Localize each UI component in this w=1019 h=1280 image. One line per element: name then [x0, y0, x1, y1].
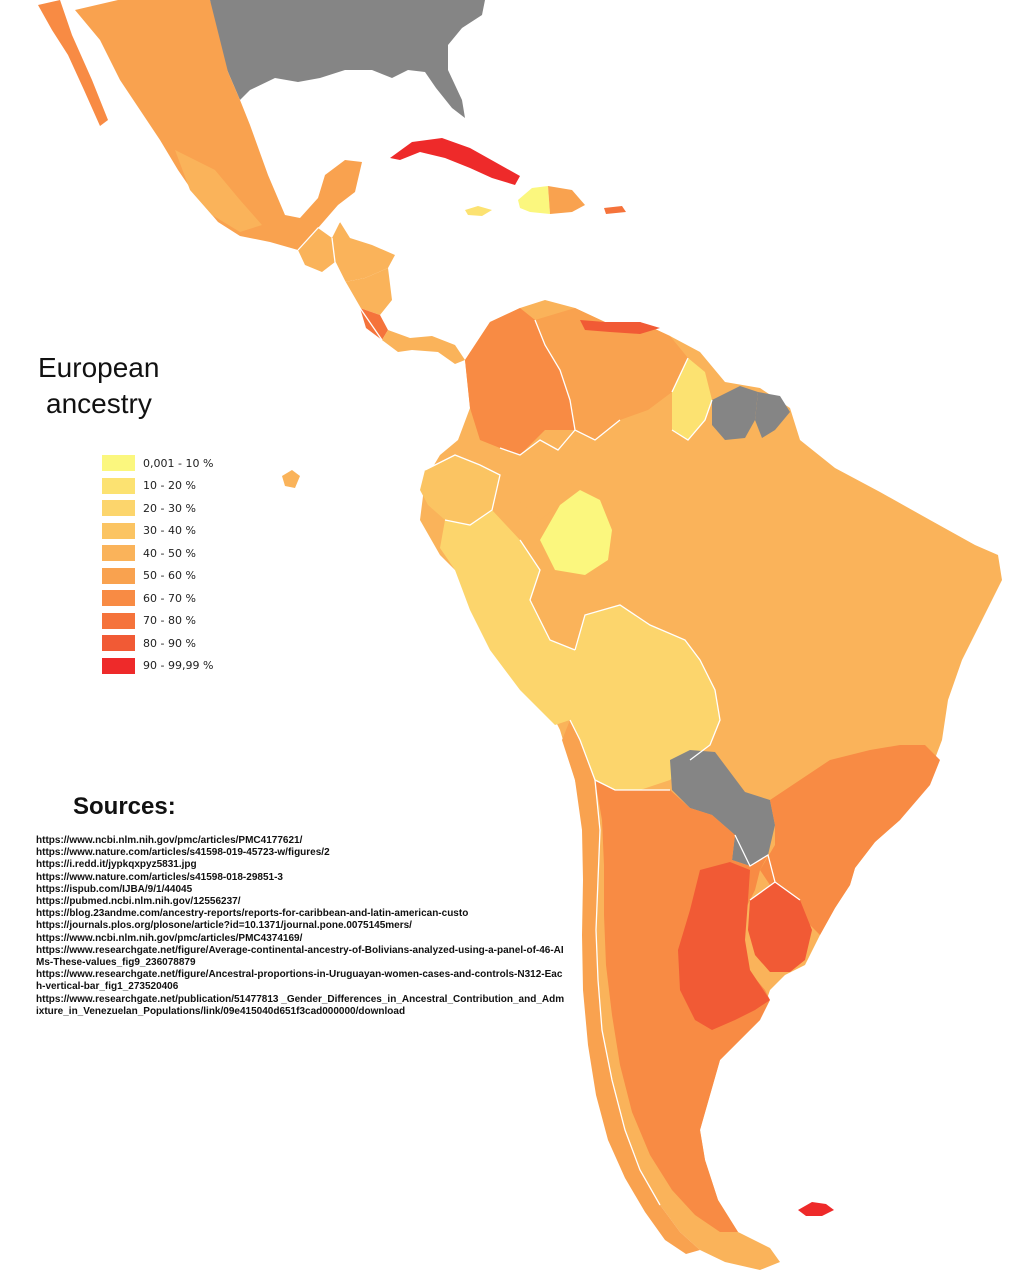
- source-link: https://www.nature.com/articles/s41598-0…: [36, 847, 330, 859]
- legend-label: 0,001 - 10 %: [143, 456, 214, 470]
- legend-swatch: [102, 657, 135, 674]
- sources-heading: Sources:: [73, 793, 176, 820]
- legend-item: 90 - 99,99 %: [102, 655, 213, 678]
- map-title-line-1: European: [38, 352, 160, 383]
- legend-label: 40 - 50 %: [143, 546, 196, 560]
- source-link: https://ispub.com/IJBA/9/1/44045: [36, 883, 193, 895]
- legend-label: 10 - 20 %: [143, 479, 196, 493]
- legend-item: 50 - 60 %: [102, 565, 213, 588]
- region-chile: [562, 720, 700, 1254]
- legend-label: 60 - 70 %: [143, 591, 196, 605]
- map-title-line-2: ancestry: [46, 388, 152, 419]
- source-link: https://blog.23andme.com/ancestry-report…: [36, 908, 469, 920]
- region-nicaragua: [345, 268, 392, 315]
- legend-label: 90 - 99,99 %: [143, 659, 214, 673]
- legend-item: 80 - 90 %: [102, 632, 213, 655]
- region-panama: [382, 330, 465, 364]
- region-buenos-aires-pampa: [678, 862, 770, 1030]
- region-guatemala: [298, 228, 335, 272]
- region-belize-honduras: [332, 222, 395, 282]
- region-baja-california: [38, 0, 108, 126]
- legend-swatch: [102, 500, 135, 517]
- source-link: https://www.researchgate.net/figure/Ance…: [36, 969, 563, 993]
- legend-swatch: [102, 477, 135, 494]
- legend-swatch: [102, 545, 135, 562]
- source-link: https://www.nature.com/articles/s41598-0…: [36, 871, 283, 883]
- region-venezuela-coast: [580, 320, 660, 334]
- region-mexico-central: [175, 150, 262, 232]
- legend-swatch: [102, 567, 135, 584]
- region-ecuador: [420, 455, 500, 525]
- legend-swatch: [102, 612, 135, 629]
- region-falklands: [798, 1202, 834, 1216]
- source-link: https://www.researchgate.net/publication…: [36, 993, 565, 1017]
- region-suriname: [712, 386, 758, 440]
- region-costa-rica: [360, 308, 388, 340]
- legend: 0,001 - 10 % 10 - 20 % 20 - 30 % 30 - 40 % 4…: [102, 452, 213, 677]
- legend-swatch: [102, 635, 135, 652]
- legend-item: 20 - 30 %: [102, 497, 213, 520]
- source-link: https://www.researchgate.net/figure/Aver…: [36, 944, 564, 969]
- legend-item: 40 - 50 %: [102, 542, 213, 565]
- region-amazon-low: [540, 490, 612, 575]
- legend-swatch: [102, 590, 135, 607]
- legend-label: 70 - 80 %: [143, 614, 196, 628]
- legend-label: 50 - 60 %: [143, 569, 196, 583]
- region-paraguay: [670, 750, 775, 866]
- region-guyana: [672, 358, 712, 440]
- region-galapagos: [282, 470, 300, 488]
- source-link: https://www.ncbi.nlm.nih.gov/pmc/article…: [36, 835, 303, 846]
- region-cuba: [390, 138, 520, 185]
- region-uruguay: [748, 882, 812, 972]
- region-colombia: [465, 308, 575, 455]
- country-borders: [297, 221, 801, 1206]
- region-peru: [440, 510, 575, 725]
- legend-item: 60 - 70 %: [102, 587, 213, 610]
- region-haiti: [518, 186, 550, 214]
- legend-swatch: [102, 522, 135, 539]
- region-bolivia: [570, 605, 720, 790]
- legend-swatch: [102, 455, 135, 472]
- region-usa: [210, 0, 485, 118]
- legend-item: 70 - 80 %: [102, 610, 213, 633]
- region-venezuela: [535, 308, 688, 440]
- source-link: https://journals.plos.org/plosone/articl…: [36, 920, 412, 932]
- legend-label: 30 - 40 %: [143, 524, 196, 538]
- region-jamaica: [465, 206, 492, 216]
- source-link: https://www.ncbi.nlm.nih.gov/pmc/article…: [36, 932, 303, 944]
- sources-list: https://www.ncbi.nlm.nih.gov/pmc/article…: [36, 835, 566, 1018]
- region-puerto-rico: [604, 206, 626, 214]
- region-french-guiana: [755, 392, 790, 438]
- region-mexico: [75, 0, 362, 250]
- legend-item: 30 - 40 %: [102, 520, 213, 543]
- region-dominican-republic: [548, 186, 585, 214]
- legend-label: 80 - 90 %: [143, 636, 196, 650]
- legend-item: 10 - 20 %: [102, 475, 213, 498]
- legend-item: 0,001 - 10 %: [102, 452, 213, 475]
- map-title: European ancestry: [38, 350, 159, 422]
- region-southern-brazil: [760, 745, 940, 935]
- source-link: https://pubmed.ncbi.nlm.nih.gov/12556237…: [36, 896, 241, 908]
- source-link: https://i.redd.it/jypkqxpyz5831.jpg: [36, 859, 197, 871]
- legend-label: 20 - 30 %: [143, 501, 196, 515]
